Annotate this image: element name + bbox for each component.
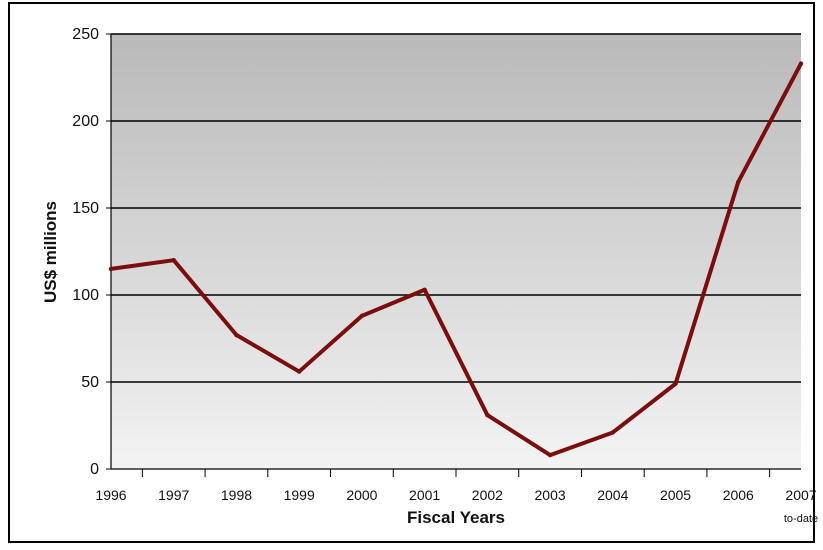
y-tick-label: 250 xyxy=(72,26,99,43)
series-layer xyxy=(108,61,804,458)
x-tick-label: 2003 xyxy=(535,487,566,503)
y-tick-label: 150 xyxy=(72,200,99,217)
plot-area xyxy=(111,34,801,469)
y-axis-title: US$ millions xyxy=(41,201,60,303)
y-tick-label: 100 xyxy=(72,287,99,304)
data-point xyxy=(798,61,804,66)
x-tick-label: 2006 xyxy=(723,487,754,503)
y-tick-label: 0 xyxy=(90,461,99,478)
x-axis-title: Fiscal Years xyxy=(407,508,505,527)
x-tick-label: 1997 xyxy=(158,487,189,503)
x-tick-label: 2005 xyxy=(660,487,691,503)
x-tick-note: to-date xyxy=(784,513,818,525)
data-point xyxy=(673,381,678,386)
data-point xyxy=(610,430,616,435)
data-point xyxy=(171,258,176,263)
x-tick-label: 2001 xyxy=(409,487,440,503)
gridlines xyxy=(111,33,801,383)
x-tick-label: 2004 xyxy=(597,487,628,503)
data-point xyxy=(422,287,427,292)
x-tick-label: 2002 xyxy=(472,487,503,503)
y-tick-label: 50 xyxy=(81,374,99,391)
data-point xyxy=(485,412,490,418)
y-tick-label: 200 xyxy=(72,113,99,130)
y-axis-ticks: 0 50 100 150 200 250 xyxy=(72,26,111,478)
x-tick-label: 1996 xyxy=(95,487,126,503)
x-tick-label: 1998 xyxy=(221,487,252,503)
x-tick-label: 2000 xyxy=(346,487,377,503)
data-point xyxy=(108,266,114,272)
x-tick-label: 1999 xyxy=(284,487,315,503)
series-line xyxy=(109,61,803,458)
data-point xyxy=(234,332,239,338)
data-point xyxy=(359,313,365,319)
data-point xyxy=(736,179,741,185)
x-tick-label: 2007 xyxy=(785,487,816,503)
data-point xyxy=(547,452,553,458)
x-axis-ticks: 1996 1997 1998 1999 2000 2001 2002 2003 2004 2005… xyxy=(95,469,818,525)
data-point xyxy=(296,369,302,374)
